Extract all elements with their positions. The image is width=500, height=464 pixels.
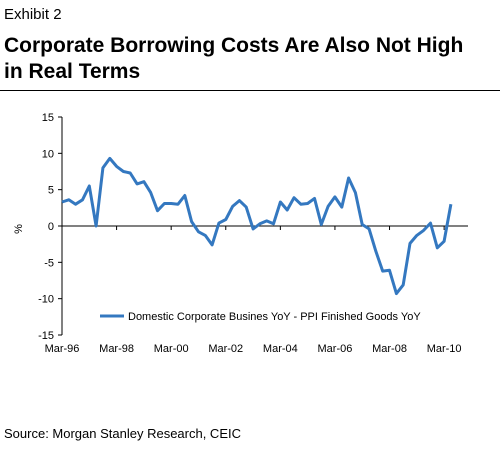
x-tick-label: Mar-98 [99, 343, 134, 355]
x-tick-label: Mar-08 [372, 343, 407, 355]
legend-entry: Domestic Corporate Busines YoY - PPI Fin… [128, 311, 421, 323]
y-tick-label: -15 [38, 330, 54, 342]
y-tick-label: 5 [48, 185, 54, 197]
chart-title: Corporate Borrowing Costs Are Also Not H… [4, 34, 464, 83]
source-note: Source: Morgan Stanley Research, CEIC [4, 426, 241, 441]
x-tick-labels: Mar-96 Mar-98 Mar-00 Mar-02 Mar-04 Mar-06 Mar-… [45, 343, 462, 355]
exhibit-label: Exhibit 2 [4, 6, 62, 23]
x-tick-label: Mar-04 [263, 343, 298, 355]
x-tick-label: Mar-06 [318, 343, 353, 355]
y-tick-label: 10 [42, 148, 54, 160]
y-axis-label: % [13, 224, 25, 234]
title-divider [0, 90, 500, 91]
x-tick-label: Mar-00 [154, 343, 189, 355]
x-tick-label: Mar-02 [208, 343, 243, 355]
axes [58, 116, 468, 336]
y-tick-labels: 15 10 5 0 -5 -10 -15 [38, 112, 54, 342]
x-tick-label: Mar-10 [427, 343, 462, 355]
y-tick-label: -5 [44, 257, 54, 269]
line-chart: % 15 10 5 0 -5 -10 -15 Mar-96 Mar-98 Mar-00 Mar-0… [13, 112, 468, 355]
series-line [61, 156, 453, 296]
x-tick-label: Mar-96 [45, 343, 80, 355]
y-tick-label: 0 [48, 221, 54, 233]
y-tick-label: 15 [42, 112, 54, 124]
legend: Domestic Corporate Busines YoY - PPI Fin… [100, 311, 421, 323]
y-tick-label: -10 [38, 294, 54, 306]
